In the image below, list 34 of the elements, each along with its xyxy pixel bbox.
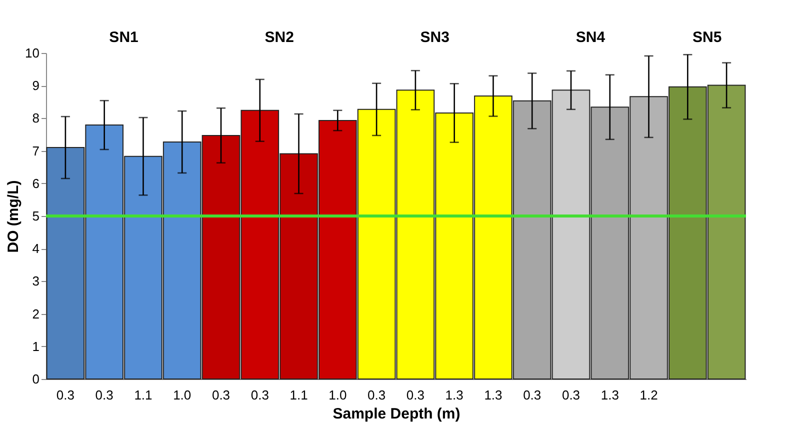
x-tick-label: 1.0 <box>328 388 347 402</box>
x-tick-label: 1.1 <box>290 388 308 402</box>
text: SN2 <box>264 29 294 46</box>
text: SN4 <box>576 29 606 46</box>
y-tick-label: 8 <box>32 110 40 126</box>
x-axis-title: Sample Depth (m) <box>332 406 460 422</box>
y-tick-label: 7 <box>32 143 40 158</box>
x-tick-label: 0.3 <box>368 388 386 402</box>
y-tick-label: 9 <box>32 78 40 94</box>
y-tick-label: 10 <box>25 46 40 60</box>
y-tick-label: 2 <box>32 306 40 322</box>
x-tick-label: 0.3 <box>562 388 580 402</box>
y-tick-label: 3 <box>32 274 40 289</box>
y-tick-label: 1 <box>32 338 40 354</box>
x-tick-label: 0.3 <box>212 388 230 402</box>
x-tick-label: 1.1 <box>134 388 152 402</box>
x-tick-label: 1.2 <box>640 388 658 402</box>
y-tick-label: 5 <box>32 208 40 224</box>
text: SN1 <box>109 29 138 46</box>
x-tick-label: 0.3 <box>523 388 542 402</box>
x-tick-label: 1.3 <box>484 388 502 402</box>
y-tick-label: 0 <box>32 372 40 386</box>
y-tick-label: 4 <box>32 241 40 256</box>
y-axis-title: DO (mg/L) <box>5 180 22 253</box>
text: SN3 <box>420 29 450 46</box>
text: SN5 <box>692 29 722 46</box>
x-tick-label: 0.3 <box>406 388 424 402</box>
x-tick-label: 0.3 <box>95 388 114 402</box>
x-tick-label: 1.3 <box>445 388 464 402</box>
x-tick-label: 1.3 <box>600 388 619 402</box>
x-tick-label: 1.0 <box>173 388 192 402</box>
x-tick-label: 0.3 <box>250 388 269 402</box>
x-tick-label: 0.3 <box>56 388 74 402</box>
y-tick-label: 6 <box>32 176 40 191</box>
